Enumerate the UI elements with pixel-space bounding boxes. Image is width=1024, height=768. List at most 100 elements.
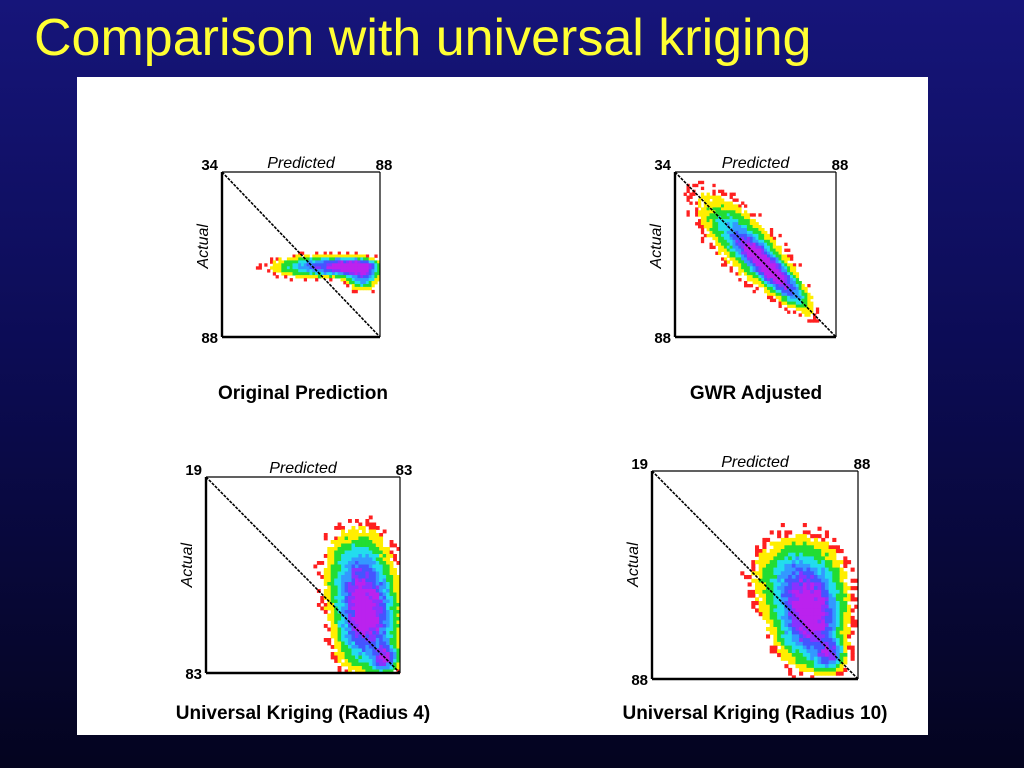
density-cell: [389, 669, 394, 674]
density-cell: [368, 284, 372, 288]
density-cell: [355, 624, 359, 628]
density-cell: [365, 641, 370, 646]
density-cell: [344, 571, 349, 576]
density-cell: [738, 260, 742, 264]
density-cell: [777, 571, 782, 576]
density-cell: [712, 245, 716, 250]
density-cell: [377, 278, 381, 282]
density-cell: [821, 645, 826, 650]
density-cell: [379, 550, 384, 555]
density-cell: [788, 601, 793, 606]
density-cell: [778, 266, 782, 270]
density-cell: [330, 610, 335, 614]
density-cell: [351, 254, 356, 258]
density-cell: [799, 627, 804, 632]
density-cell: [746, 248, 751, 252]
density-cell: [772, 286, 777, 291]
density-cell: [329, 266, 333, 270]
density-cell: [375, 571, 380, 576]
density-cell: [802, 660, 807, 665]
reference-line: [221, 171, 381, 338]
density-cell: [379, 659, 384, 663]
density-cell: [365, 561, 370, 565]
density-cell: [778, 254, 782, 258]
density-cell: [772, 269, 777, 273]
density-cell: [334, 557, 339, 562]
density-cell: [270, 260, 274, 264]
density-cell: [802, 556, 807, 561]
density-cell: [709, 222, 713, 226]
density-cell: [723, 245, 728, 250]
density-cell: [784, 263, 788, 267]
x-tick-label: 88: [854, 456, 871, 473]
density-cell: [735, 222, 739, 226]
density-cell: [792, 292, 797, 297]
density-cell: [752, 275, 756, 279]
density-cell: [361, 536, 366, 541]
density-cell: [365, 272, 370, 276]
density-cell: [792, 298, 797, 303]
density-cell: [706, 225, 710, 229]
density-cell: [382, 547, 387, 551]
density-cell: [766, 552, 771, 557]
density-cell: [327, 592, 332, 597]
density-cell: [348, 634, 352, 639]
density-cell: [807, 313, 811, 317]
density-cell: [703, 207, 708, 211]
panel-caption: Original Prediction: [218, 383, 388, 404]
density-cell: [832, 619, 837, 624]
density-cell: [368, 603, 373, 607]
density-cell: [355, 613, 359, 618]
density-cell: [298, 263, 302, 267]
density-cell: [377, 275, 381, 279]
density-cell: [732, 239, 736, 244]
density-cell: [341, 578, 345, 583]
density-cell: [735, 216, 739, 220]
density-cell: [368, 533, 373, 537]
density-cell: [715, 242, 719, 247]
density-cell: [361, 526, 366, 530]
density-cell: [824, 530, 829, 535]
density-cell: [758, 556, 763, 561]
density-cell: [372, 522, 377, 527]
density-cell: [764, 260, 768, 264]
density-cell: [355, 617, 359, 621]
density-cell: [320, 606, 325, 611]
density-cell: [721, 236, 725, 241]
density-cell: [686, 186, 690, 191]
density-cell: [810, 549, 815, 554]
density-cell: [272, 269, 277, 273]
density-cell: [355, 547, 359, 551]
density-cell: [790, 269, 794, 273]
density-cell: [821, 571, 826, 576]
density-cell: [686, 189, 690, 194]
density-cell: [323, 638, 328, 642]
density-cell: [843, 619, 848, 624]
density-cell: [363, 272, 367, 276]
density-cell: [357, 263, 361, 267]
density-cell: [365, 266, 370, 270]
density-cell: [341, 540, 345, 544]
density-cell: [828, 645, 833, 650]
density-cell: [729, 225, 733, 229]
density-cell: [351, 275, 356, 279]
density-cell: [758, 257, 762, 261]
density-cell: [721, 198, 725, 202]
density-cell: [334, 645, 339, 649]
density-cell: [386, 547, 390, 551]
density-cell: [389, 578, 394, 583]
density-cell: [810, 667, 815, 673]
density-cell: [715, 210, 719, 214]
density-cell: [802, 645, 807, 650]
density-cell: [334, 568, 339, 572]
density-cell: [334, 613, 339, 618]
density-cell: [379, 669, 384, 674]
density-cell: [741, 257, 745, 261]
density-cell: [726, 233, 731, 238]
density-cell: [344, 540, 349, 544]
density-cell: [795, 549, 800, 554]
density-cell: [330, 645, 335, 649]
density-cell: [744, 263, 748, 267]
density-cell: [386, 634, 390, 639]
density-cell: [337, 564, 342, 569]
